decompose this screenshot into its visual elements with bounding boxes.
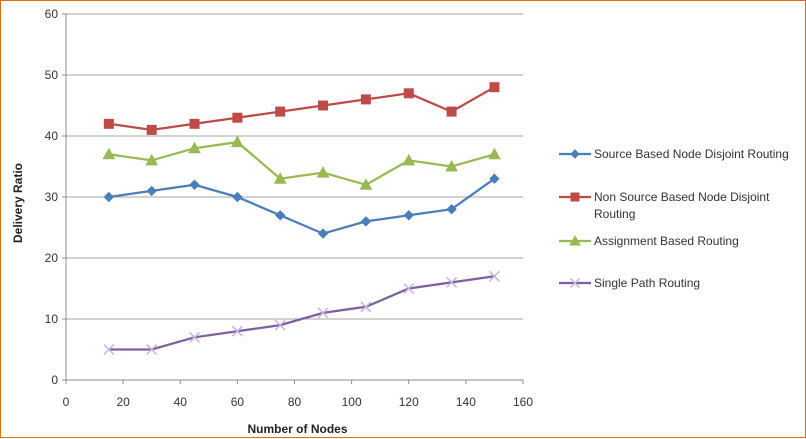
point-assignment-based-routing-30 — [145, 153, 159, 166]
point-source-based-node-disjoint-routing-120 — [403, 210, 414, 221]
x-tick-label-160: 160 — [513, 395, 533, 409]
series-line-assignment-based-routing — [108, 140, 495, 187]
point-assignment-based-routing-90 — [316, 166, 330, 178]
legend-marker-source-based-node-disjoint-routing — [570, 149, 580, 159]
point-non-source-based-node-disjoint-routing-120 — [403, 88, 414, 99]
legend-item-assignment-based-routing: Assignment Based Routing — [559, 234, 739, 248]
legend-marker-assignment-based-routing — [569, 234, 581, 246]
point-source-based-node-disjoint-routing-60 — [232, 191, 243, 203]
legend-label-single-path-routing: Single Path Routing — [594, 276, 700, 290]
point-assignment-based-routing-60 — [231, 135, 244, 148]
point-single-path-routing-30 — [146, 343, 158, 356]
y-tick-label-10: 10 — [45, 312, 59, 326]
legend-label-source-based-node-disjoint-routing: Source Based Node Disjoint Routing — [594, 147, 789, 161]
point-non-source-based-node-disjoint-routing-150 — [489, 82, 500, 93]
point-source-based-node-disjoint-routing-135 — [446, 203, 457, 215]
point-non-source-based-node-disjoint-routing-15 — [103, 118, 114, 129]
y-tick-label-0: 0 — [51, 373, 58, 387]
point-source-based-node-disjoint-routing-30 — [146, 185, 157, 197]
point-single-path-routing-105 — [360, 301, 372, 313]
point-non-source-based-node-disjoint-routing-135 — [446, 106, 457, 117]
series-line-single-path-routing — [108, 275, 495, 351]
point-non-source-based-node-disjoint-routing-105 — [360, 94, 371, 105]
point-single-path-routing-15 — [103, 343, 115, 356]
legend-label-non-source-based-node-disjoint-routing-line-2: Routing — [594, 207, 635, 221]
series-line-source-based-node-disjoint-routing — [108, 177, 496, 235]
legend-label-non-source-based-node-disjoint-routing: Non Source Based Node Disjoint — [594, 190, 770, 204]
point-source-based-node-disjoint-routing-105 — [360, 216, 372, 227]
point-non-source-based-node-disjoint-routing-45 — [189, 118, 200, 129]
y-tick-labels: 0 10 20 30 40 50 60 — [45, 7, 59, 387]
series-group — [102, 82, 501, 356]
point-single-path-routing-150 — [488, 270, 500, 282]
y-tick-label-30: 30 — [45, 190, 59, 204]
y-tick-label-50: 50 — [45, 68, 59, 82]
x-tick-label-0: 0 — [63, 395, 70, 409]
x-tick-label-60: 60 — [231, 395, 245, 409]
point-source-based-node-disjoint-routing-45 — [189, 179, 200, 191]
series-single-path-routing — [103, 270, 500, 356]
series-line-non-source-based-node-disjoint-routing — [108, 86, 495, 132]
series-non-source-based-node-disjoint-routing — [103, 82, 500, 135]
point-source-based-node-disjoint-routing-90 — [317, 228, 329, 239]
legend-marker-single-path-routing — [569, 277, 581, 289]
point-assignment-based-routing-75 — [273, 172, 287, 184]
legend-marker-non-source-based-node-disjoint-routing — [570, 192, 580, 202]
point-single-path-routing-90 — [317, 307, 329, 319]
point-assignment-based-routing-15 — [102, 147, 116, 160]
point-assignment-based-routing-135 — [445, 159, 458, 172]
x-tick-labels: 0 20 40 60 80 100 120 140 160 — [63, 395, 534, 409]
x-tick-label-100: 100 — [342, 395, 362, 409]
point-single-path-routing-135 — [446, 276, 458, 288]
point-source-based-node-disjoint-routing-75 — [275, 210, 286, 221]
point-non-source-based-node-disjoint-routing-90 — [318, 100, 329, 111]
legend-item-source-based-node-disjoint-routing: Source Based Node Disjoint Routing — [559, 147, 789, 161]
point-non-source-based-node-disjoint-routing-30 — [146, 124, 157, 135]
point-non-source-based-node-disjoint-routing-60 — [232, 112, 243, 123]
point-assignment-based-routing-105 — [359, 178, 373, 190]
point-single-path-routing-60 — [231, 325, 243, 337]
legend-item-non-source-based-node-disjoint-routing: Non Source Based Node Disjoint Routing — [559, 190, 770, 221]
x-tick-label-20: 20 — [116, 395, 130, 409]
y-tick-label-20: 20 — [45, 251, 59, 265]
y-tick-label-60: 60 — [45, 7, 59, 21]
y-tick-label-40: 40 — [45, 129, 59, 143]
point-single-path-routing-120 — [403, 282, 415, 295]
point-single-path-routing-75 — [274, 319, 286, 331]
legend-item-single-path-routing: Single Path Routing — [559, 276, 700, 290]
point-non-source-based-node-disjoint-routing-75 — [275, 106, 286, 117]
point-single-path-routing-45 — [189, 331, 201, 343]
legend: Source Based Node Disjoint Routing Non So… — [559, 147, 789, 290]
x-tick-label-40: 40 — [174, 395, 188, 409]
point-assignment-based-routing-120 — [402, 153, 416, 166]
legend-label-assignment-based-routing: Assignment Based Routing — [594, 234, 739, 248]
series-assignment-based-routing — [102, 135, 501, 190]
y-axis-title: Delivery Ratio — [11, 163, 25, 243]
point-source-based-node-disjoint-routing-150 — [489, 173, 500, 184]
point-source-based-node-disjoint-routing-15 — [103, 191, 115, 203]
point-assignment-based-routing-150 — [488, 147, 501, 160]
point-assignment-based-routing-45 — [188, 141, 201, 154]
series-source-based-node-disjoint-routing — [103, 173, 500, 239]
x-tick-label-140: 140 — [456, 395, 476, 409]
gridlines — [66, 13, 523, 320]
x-tick-label-120: 120 — [399, 395, 419, 409]
axes — [62, 13, 524, 384]
x-axis-title: Number of Nodes — [247, 422, 347, 436]
x-tick-label-80: 80 — [288, 395, 302, 409]
